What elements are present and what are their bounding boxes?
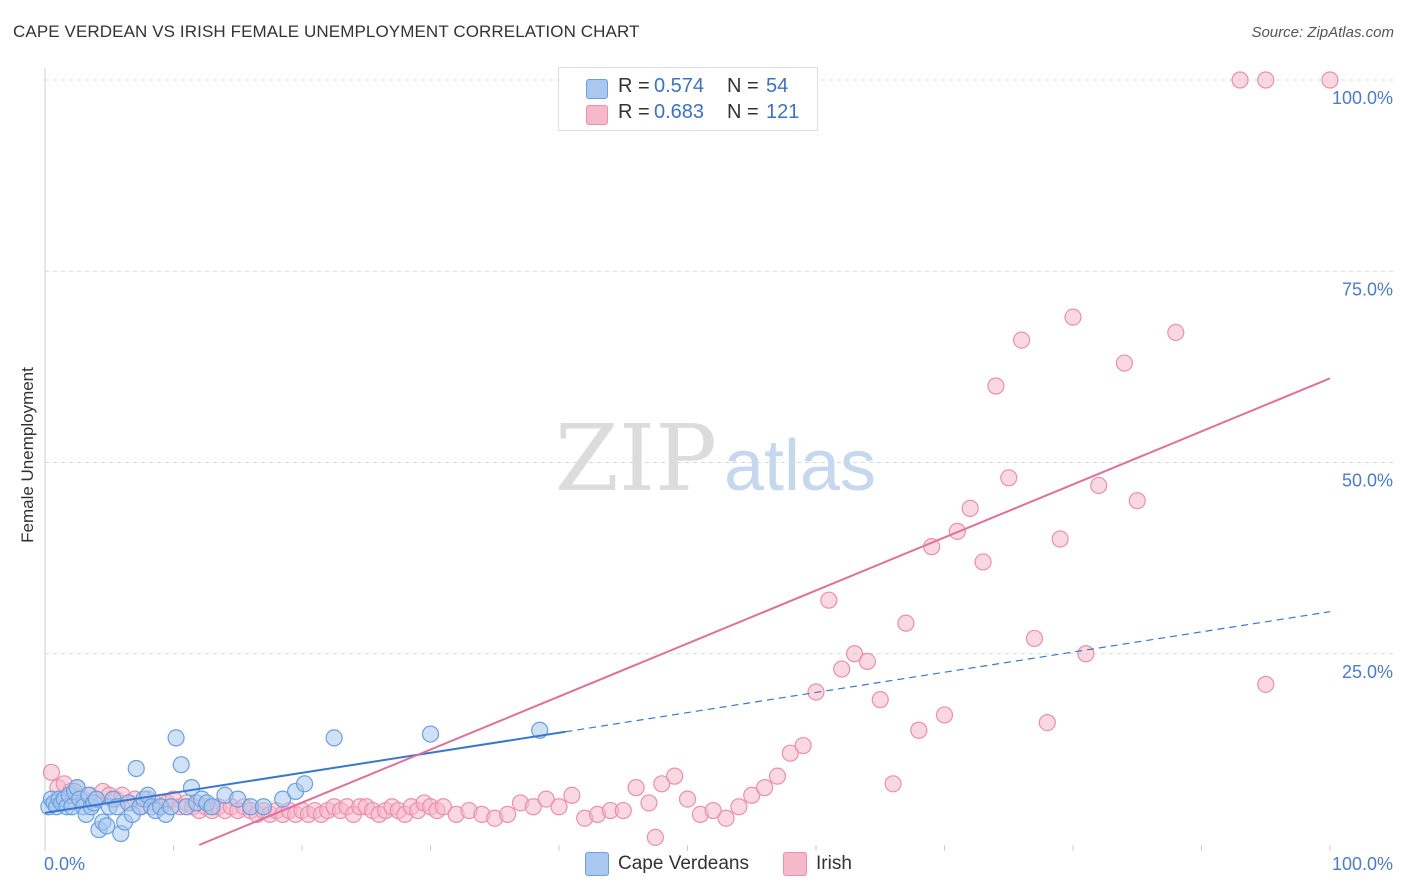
watermark-atlas: atlas — [724, 426, 876, 506]
irish-point — [537, 790, 555, 808]
irish-point — [961, 499, 979, 517]
irish-point — [820, 591, 838, 609]
cape-verdean-point — [87, 790, 106, 808]
cape-verdean-point — [203, 798, 221, 816]
legend-n-value-pink: 121 — [766, 101, 800, 123]
irish-point — [1051, 530, 1069, 548]
y-tick-label: 100.0% — [1332, 88, 1393, 108]
correlation-legend: R = 0.574 N = 54 R = 0.683 N = 121 — [558, 67, 818, 131]
cape-verdean-point — [421, 725, 440, 743]
irish-point — [627, 779, 645, 797]
irish-point — [499, 805, 517, 824]
legend-r-label: R = — [618, 75, 650, 97]
irish-point — [910, 721, 928, 739]
trend-lines — [44, 377, 1331, 846]
irish-point — [1000, 469, 1018, 487]
irish-point — [1025, 629, 1044, 648]
legend-label-cape-verdeans: Cape Verdeans — [618, 853, 749, 874]
irish-point — [1231, 71, 1249, 89]
irish-point — [845, 645, 864, 663]
legend-swatch-pink — [586, 105, 608, 125]
irish-point — [42, 763, 61, 781]
irish-point — [524, 798, 542, 816]
cape-verdean-point — [127, 759, 145, 778]
zipatlas-watermark: ZIP atlas — [555, 405, 876, 512]
irish-point — [1077, 645, 1095, 663]
cape-verdean-trend-extension — [565, 611, 1331, 733]
grid-lines — [44, 68, 1395, 851]
irish-point — [1090, 476, 1108, 495]
y-tick-label: 75.0% — [1342, 279, 1393, 299]
legend-swatch-blue — [585, 852, 609, 876]
irish-point — [974, 553, 992, 571]
irish-point — [1012, 331, 1031, 349]
cape-verdean-point — [172, 756, 190, 774]
legend-n-label: N = — [727, 75, 759, 97]
cape-verdean-point — [325, 729, 343, 747]
cape-verdean-point — [162, 798, 180, 816]
irish-point — [1128, 492, 1146, 510]
cape-verdean-point — [254, 798, 273, 816]
irish-point — [704, 801, 722, 820]
irish-point — [794, 736, 812, 755]
cape-verdean-point — [295, 775, 314, 793]
irish-point — [434, 798, 452, 816]
irish-point — [871, 691, 889, 709]
data-points — [40, 71, 1339, 846]
irish-point — [563, 786, 581, 804]
irish-point — [897, 614, 915, 632]
x-tick-label: 0.0% — [44, 854, 85, 874]
irish-point — [1257, 675, 1275, 693]
cape-verdean-point — [229, 790, 247, 808]
irish-point — [666, 767, 684, 785]
irish-point — [717, 809, 735, 827]
legend-r-label: R = — [618, 101, 650, 123]
chart-title: CAPE VERDEAN VS IRISH FEMALE UNEMPLOYMEN… — [13, 22, 640, 41]
cape-verdean-point — [98, 817, 116, 835]
legend-r-value-blue: 0.574 — [654, 75, 705, 97]
y-tick-label: 25.0% — [1342, 662, 1393, 682]
irish-point — [743, 786, 761, 804]
irish-point — [614, 801, 632, 820]
irish-point — [935, 706, 954, 724]
irish-point — [1257, 71, 1275, 89]
cape-verdean-point — [274, 790, 292, 808]
tick-labels: 25.0% 50.0% 75.0% 100.0% 0.0% 100.0% — [44, 88, 1393, 874]
cape-verdean-point — [167, 729, 185, 747]
irish-trend-line — [198, 377, 1331, 846]
irish-point — [640, 794, 658, 812]
legend-n-value-blue: 54 — [766, 75, 789, 97]
irish-point — [768, 767, 787, 785]
irish-point — [678, 790, 697, 808]
irish-point — [1064, 308, 1082, 326]
legend-label-irish: Irish — [816, 853, 852, 874]
legend-r-value-pink: 0.683 — [654, 101, 705, 123]
irish-point — [1115, 354, 1134, 372]
irish-point — [653, 775, 671, 793]
irish-point — [1038, 713, 1056, 732]
irish-point — [1321, 71, 1339, 89]
irish-point — [755, 779, 774, 797]
irish-point — [646, 828, 664, 846]
irish-point — [781, 744, 799, 762]
irish-point — [1167, 323, 1185, 342]
source-label: Source: ZipAtlas.com — [1251, 24, 1394, 41]
watermark-zip: ZIP — [555, 405, 717, 512]
legend-swatch-blue — [586, 79, 608, 99]
legend-n-label: N = — [727, 101, 759, 123]
irish-point — [730, 798, 748, 816]
irish-point — [550, 798, 568, 816]
irish-point — [833, 660, 851, 678]
irish-point — [884, 775, 902, 793]
x-tick-label: 100.0% — [1332, 854, 1393, 874]
legend-swatch-pink — [783, 852, 807, 876]
irish-point — [987, 377, 1005, 395]
irish-point — [858, 652, 877, 671]
y-tick-label: 50.0% — [1342, 471, 1393, 491]
cape-verdean-trend-line — [44, 730, 566, 814]
